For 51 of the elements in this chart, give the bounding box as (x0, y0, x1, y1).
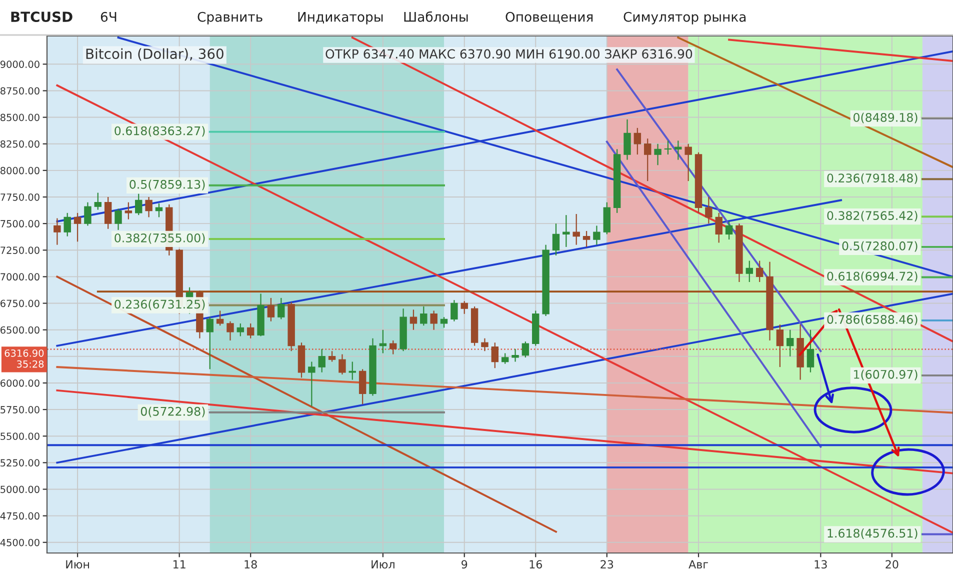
x-tick-label: 11 (173, 560, 186, 568)
annotation: 1(6070.97) (854, 370, 918, 380)
x-tick-label: 9 (462, 560, 468, 569)
annotation: 0.618(6994.72) (827, 272, 918, 282)
text: ОТКР 6347.40 МАКС 6370.90 МИН 6190.00 ЗАКР 6316.90 (326, 49, 692, 59)
y-tick-label: 4500.00 (0, 538, 40, 546)
y-tick-label: 7000.00 (0, 273, 40, 281)
y-tick-label: 8000.00 (0, 166, 40, 174)
y-tick-label: 5250.00 (0, 459, 40, 467)
x-tick-label: Авг (688, 560, 708, 568)
y-tick-label: 8250.00 (0, 140, 40, 148)
x-tick-label: 23 (600, 560, 614, 569)
ref-line-label: 6316.90 35:28 (4, 349, 44, 368)
annotation: 0.236(7918.48) (827, 173, 918, 184)
y-tick-label: 6750.00 (0, 300, 40, 308)
y-tick-label: 8750.00 (0, 87, 40, 95)
y-tick-label: 6000.00 (0, 379, 40, 387)
annotation: 1.618(4576.51) (828, 528, 918, 540)
y-tick-label: 8500.00 (0, 114, 40, 122)
text: Индикаторы (298, 12, 383, 24)
y-tick-label: 5750.00 (0, 406, 40, 414)
x-tick-label: 13 (814, 560, 827, 569)
annotation: 0.382(7565.42) (827, 210, 918, 222)
annotation: 0(8489.18) (854, 112, 918, 124)
text: Шаблоны (404, 11, 468, 22)
text: Bitcoin (Dollar), 360 (86, 48, 224, 61)
y-tick-label: 5500.00 (0, 432, 40, 440)
y-tick-label: 6500.00 (0, 326, 40, 334)
x-tick-label: Июл (372, 560, 394, 569)
x-tick-label: Июн (66, 560, 89, 569)
text: 6Ч (100, 12, 116, 22)
text: Оповещения (506, 12, 593, 24)
annotation: 0.5(7859.13) (130, 180, 205, 190)
annotation: 0.236(6731.25) (114, 300, 205, 310)
annotation: 0(5722.98) (140, 406, 205, 418)
text: Сравнить (198, 12, 262, 24)
x-tick-label: 20 (886, 560, 898, 569)
annotation: 0.382(7355.00) (114, 233, 205, 244)
annotation: 0.786(6588.46) (827, 314, 918, 326)
y-tick-label: 7500.00 (0, 220, 40, 228)
y-tick-label: 9000.00 (0, 60, 40, 68)
annotation: 0.5(7280.07) (842, 241, 918, 252)
y-tick-label: 5000.00 (0, 486, 40, 494)
text: BTCUSD (11, 12, 72, 22)
y-tick-label: 7750.00 (0, 193, 40, 201)
x-tick-label: 16 (530, 560, 542, 569)
x-tick-label: 18 (244, 560, 257, 569)
y-tick-label: 4750.00 (0, 512, 40, 520)
annotation: 0.618(8363.27) (114, 126, 205, 137)
y-tick-label: 7250.00 (0, 246, 40, 254)
text: Симулятор рынка (624, 12, 746, 24)
